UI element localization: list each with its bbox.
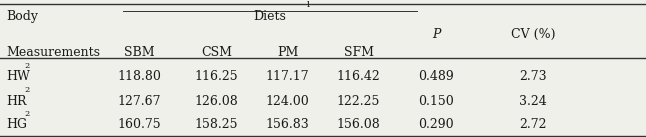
- Text: 126.08: 126.08: [194, 95, 238, 108]
- Text: Body: Body: [6, 10, 39, 23]
- Text: 2.72: 2.72: [519, 118, 547, 131]
- Text: SFM: SFM: [344, 46, 373, 58]
- Text: 0.489: 0.489: [418, 70, 454, 83]
- Text: HR: HR: [6, 95, 27, 108]
- Text: HW: HW: [6, 70, 30, 83]
- Text: Diets: Diets: [253, 10, 286, 23]
- Text: 2: 2: [25, 110, 30, 118]
- Text: HG: HG: [6, 118, 28, 131]
- Text: 158.25: 158.25: [194, 118, 238, 131]
- Text: 160.75: 160.75: [117, 118, 161, 131]
- Text: CV (%): CV (%): [511, 28, 555, 41]
- Text: 0.150: 0.150: [418, 95, 454, 108]
- Text: 156.83: 156.83: [266, 118, 309, 131]
- Text: P: P: [432, 28, 440, 41]
- Text: 2: 2: [25, 62, 30, 70]
- Text: Measurements: Measurements: [6, 46, 101, 58]
- Text: 116.25: 116.25: [194, 70, 238, 83]
- Text: CSM: CSM: [201, 46, 232, 58]
- Text: 2: 2: [25, 86, 30, 94]
- Text: 0.290: 0.290: [418, 118, 454, 131]
- Text: 117.17: 117.17: [266, 70, 309, 83]
- Text: 156.08: 156.08: [337, 118, 380, 131]
- Text: 1: 1: [305, 2, 310, 9]
- Text: 3.24: 3.24: [519, 95, 547, 108]
- Text: 2.73: 2.73: [519, 70, 547, 83]
- Text: SBM: SBM: [123, 46, 154, 58]
- Text: PM: PM: [276, 46, 298, 58]
- Text: 122.25: 122.25: [337, 95, 380, 108]
- Text: 116.42: 116.42: [337, 70, 380, 83]
- Text: 124.00: 124.00: [266, 95, 309, 108]
- Text: 127.67: 127.67: [117, 95, 161, 108]
- Text: 118.80: 118.80: [117, 70, 161, 83]
